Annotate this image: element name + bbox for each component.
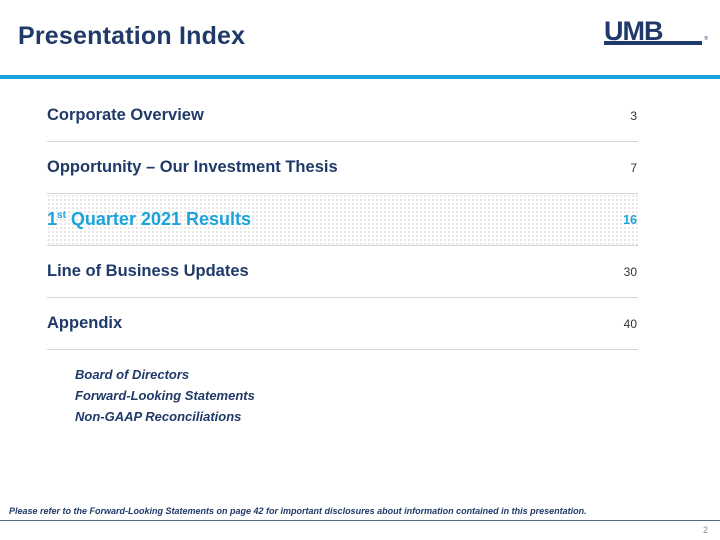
label-superscript: st	[57, 210, 66, 221]
index-row-page: 30	[623, 265, 637, 279]
index-row-page: 40	[623, 317, 637, 331]
index-row-label: 1st Quarter 2021 Results	[47, 209, 251, 230]
logo-wordmark: UMB	[604, 16, 664, 46]
disclaimer-footnote: Please refer to the Forward-Looking Stat…	[9, 506, 587, 516]
index-row-page: 16	[623, 213, 637, 227]
index-row-quarter-results[interactable]: 1st Quarter 2021 Results 16	[47, 194, 638, 246]
index-row-label: Appendix	[47, 314, 123, 332]
index-list: Corporate Overview 3 Opportunity – Our I…	[47, 90, 638, 350]
index-row-appendix[interactable]: Appendix 40	[47, 298, 638, 350]
appendix-sublist: Board of Directors Forward-Looking State…	[75, 364, 255, 427]
index-row-corporate-overview[interactable]: Corporate Overview 3	[47, 90, 638, 142]
index-row-label: Corporate Overview	[47, 106, 204, 124]
header-divider	[0, 75, 720, 79]
appendix-subitem[interactable]: Board of Directors	[75, 367, 190, 382]
appendix-subitem[interactable]: Forward-Looking Statements	[75, 388, 255, 403]
logo-underline	[604, 41, 702, 45]
slide-page-number: 2	[702, 525, 708, 535]
appendix-subitem[interactable]: Non-GAAP Reconciliations	[75, 409, 242, 424]
index-row-label: Line of Business Updates	[47, 262, 249, 280]
index-row-page: 7	[630, 161, 637, 175]
umb-logo: UMB ®	[604, 16, 708, 46]
index-row-page: 3	[630, 109, 637, 123]
registered-mark: ®	[704, 36, 708, 42]
index-row-investment-thesis[interactable]: Opportunity – Our Investment Thesis 7	[47, 142, 638, 194]
index-row-line-of-business[interactable]: Line of Business Updates 30	[47, 246, 638, 298]
label-prefix: 1	[47, 209, 58, 229]
footer-divider	[0, 520, 720, 521]
page-title: Presentation Index	[18, 22, 246, 50]
index-row-label: Opportunity – Our Investment Thesis	[47, 158, 338, 176]
label-rest: Quarter 2021 Results	[65, 209, 252, 229]
